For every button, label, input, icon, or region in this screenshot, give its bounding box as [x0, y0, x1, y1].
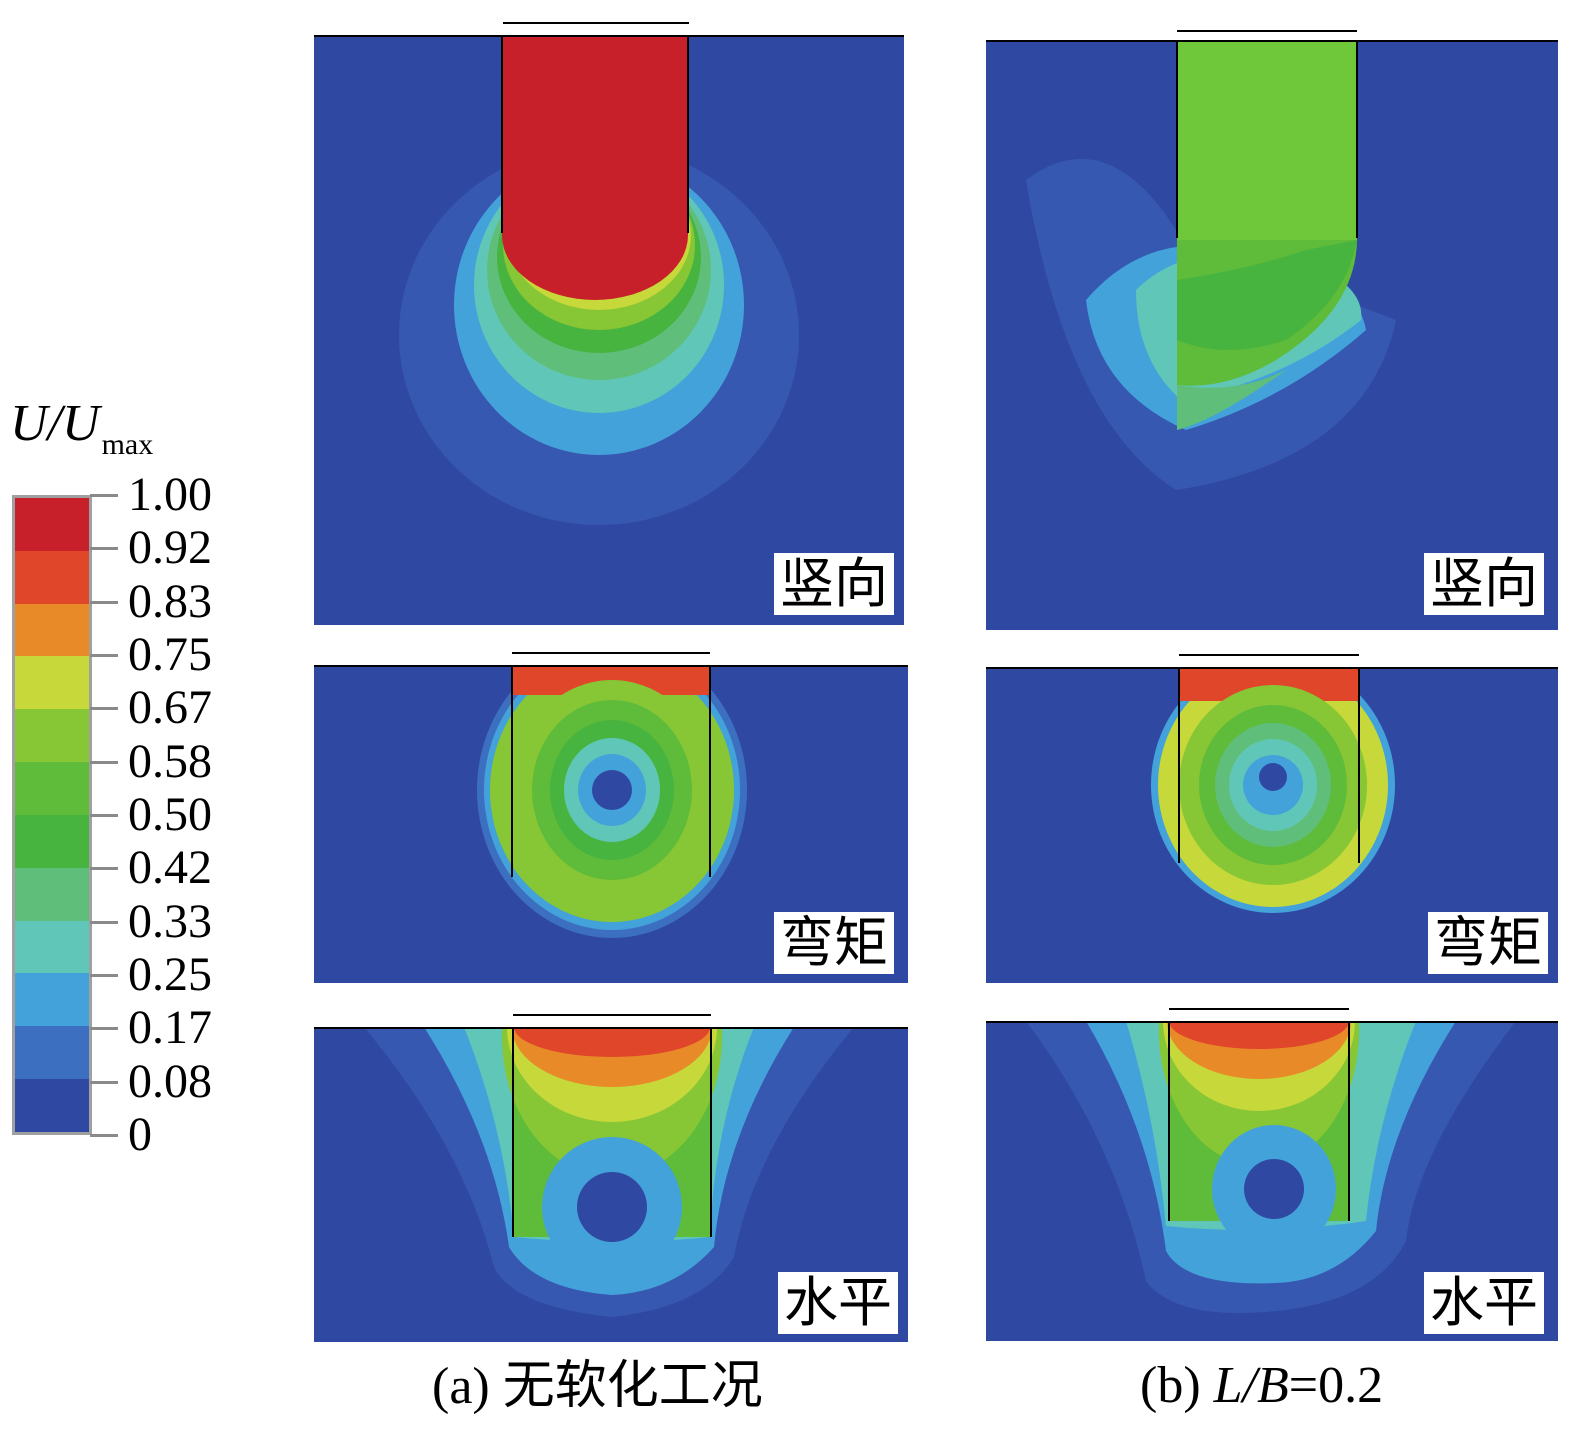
- colorbar-band: [15, 709, 89, 763]
- caption-a: (a) 无软化工况: [432, 1360, 763, 1413]
- colorbar-tick: [90, 1134, 118, 1137]
- colorbar-band: [15, 550, 89, 604]
- contour-a-horizontal: [314, 1027, 908, 1342]
- tag-a-moment: 弯矩: [774, 912, 894, 974]
- colorbar-band: [15, 867, 89, 921]
- contour-b-vertical: [986, 40, 1558, 630]
- colorbar-tick: [90, 600, 118, 604]
- colorbar-tick-label: 0.83: [128, 574, 212, 628]
- colorbar-band: [15, 920, 89, 974]
- caption-b-value: =0.2: [1288, 1357, 1384, 1414]
- legend-title-sub: max: [101, 428, 154, 461]
- contour-b-horizontal: [986, 1021, 1558, 1341]
- colorbar: [12, 495, 92, 1135]
- colorbar-tick: [90, 867, 118, 871]
- pile-top-b-vertical: [1177, 30, 1357, 32]
- colorbar-tick: [90, 760, 118, 764]
- pile-top-b-horizontal: [1169, 1008, 1349, 1010]
- colorbar-band: [15, 1079, 89, 1132]
- colorbar-tick-label: 0.92: [128, 521, 212, 575]
- legend-title-main: U/U: [10, 395, 100, 452]
- colorbar-tick: [90, 974, 118, 977]
- panel-b-vertical: [986, 40, 1558, 630]
- caption-a-text: 无软化工况: [502, 1356, 763, 1416]
- colorbar-tick-label: 0.67: [128, 681, 212, 735]
- colorbar-band: [15, 973, 89, 1027]
- colorbar-tick-label: 0: [128, 1108, 152, 1161]
- colorbar-band: [15, 656, 89, 710]
- colorbar-band: [15, 1026, 89, 1080]
- colorbar-tick-label: 0.75: [128, 628, 212, 681]
- colorbar-tick: [90, 1027, 118, 1031]
- colorbar-tick: [90, 494, 118, 497]
- tag-a-horizontal: 水平: [778, 1272, 898, 1334]
- caption-b-prefix: (b): [1140, 1357, 1214, 1414]
- pile-top-a-vertical: [503, 22, 689, 24]
- colorbar-tick-label: 0.42: [128, 841, 212, 895]
- colorbar-tick: [90, 920, 118, 924]
- tag-b-horizontal: 水平: [1424, 1272, 1544, 1334]
- colorbar-tick: [90, 814, 118, 817]
- tag-b-vertical: 竖向: [1424, 553, 1544, 615]
- colorbar-tick-label: 0.50: [128, 788, 212, 841]
- legend-title: U/Umax: [10, 395, 153, 460]
- caption-a-prefix: (a): [432, 1358, 503, 1415]
- colorbar-tick-label: 0.08: [128, 1054, 212, 1108]
- colorbar-band: [15, 814, 89, 868]
- tag-b-moment: 弯矩: [1428, 912, 1548, 974]
- colorbar-band: [15, 498, 89, 551]
- colorbar-tick-label: 0.33: [128, 894, 212, 948]
- colorbar-tick-label: 0.25: [128, 948, 212, 1001]
- colorbar-tick: [90, 654, 118, 657]
- pile-top-b-moment: [1179, 654, 1359, 656]
- colorbar-tick-label: 0.58: [128, 734, 212, 788]
- pile-top-a-moment: [512, 652, 710, 654]
- colorbar-tick-label: 0.17: [128, 1001, 212, 1055]
- colorbar-tick: [90, 1080, 118, 1084]
- caption-b-italic: L/B: [1213, 1357, 1289, 1414]
- panel-a-vertical: [314, 35, 904, 625]
- pile-top-a-horizontal: [513, 1014, 711, 1016]
- panel-b-horizontal: [986, 1021, 1558, 1341]
- colorbar-tick: [90, 547, 118, 551]
- contour-a-vertical: [314, 35, 904, 625]
- colorbar-band: [15, 762, 89, 815]
- contour-a-moment: [314, 665, 908, 983]
- caption-b: (b) L/B=0.2: [1140, 1360, 1383, 1412]
- colorbar-tick: [90, 707, 118, 711]
- colorbar-tick-label: 1.00: [128, 468, 212, 521]
- tag-a-vertical: 竖向: [774, 553, 894, 615]
- colorbar-band: [15, 603, 89, 657]
